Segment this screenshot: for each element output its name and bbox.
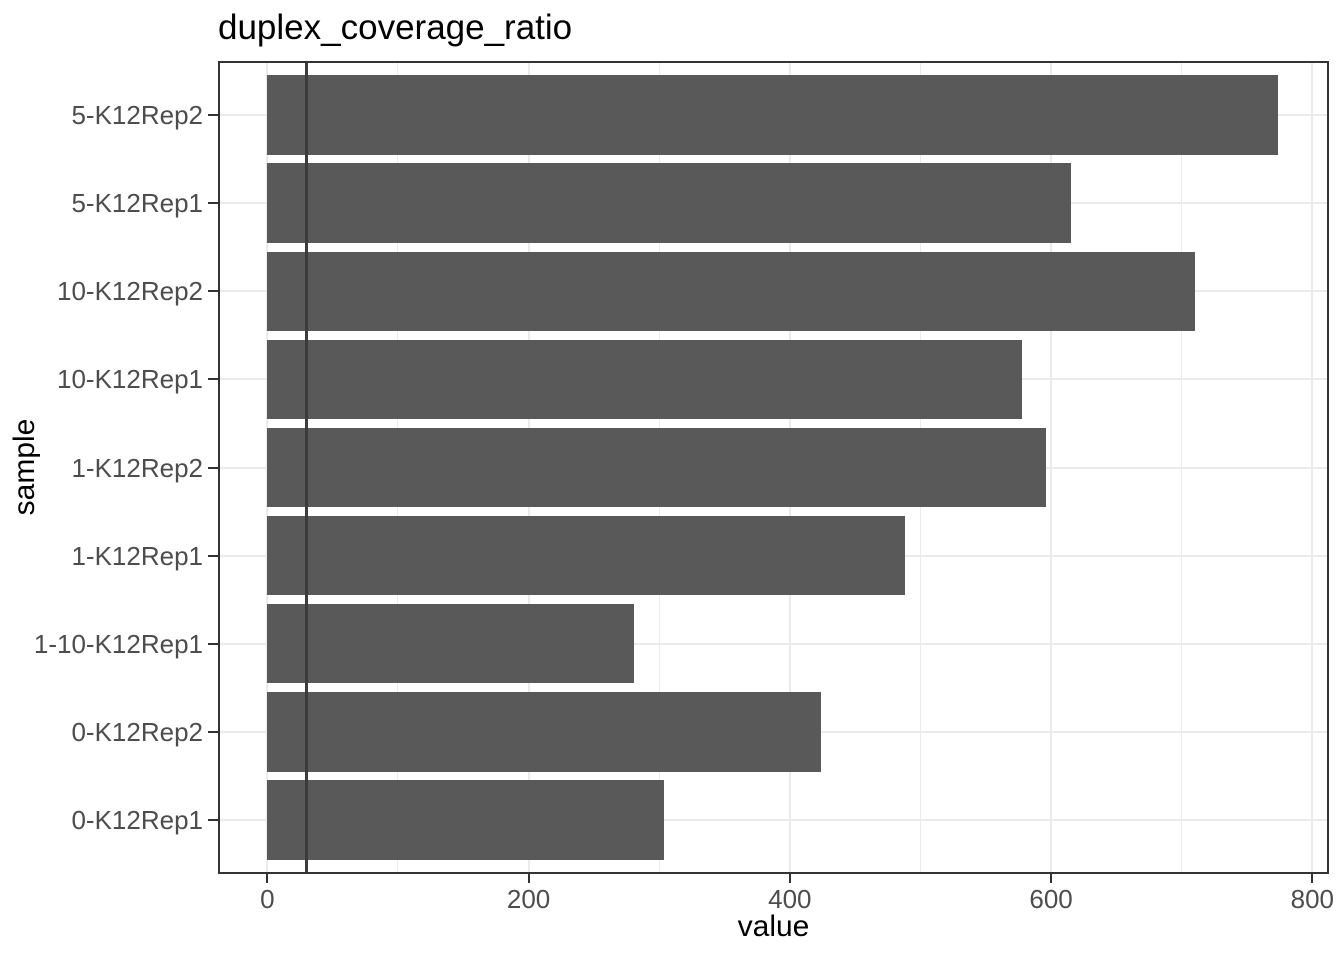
gridline-y-major — [219, 819, 1328, 822]
chart-title: duplex_coverage_ratio — [218, 8, 573, 47]
y-tick-mark — [208, 378, 219, 381]
x-tick-label: 800 — [1290, 884, 1334, 914]
x-tick-label: 600 — [1029, 884, 1073, 914]
x-tick-label: 0 — [260, 884, 275, 914]
y-tick-mark — [208, 819, 219, 822]
bar — [267, 515, 905, 596]
y-tick-mark — [208, 554, 219, 557]
y-tick-label: 10-K12Rep1 — [57, 364, 203, 395]
y-tick-label: 0-K12Rep1 — [71, 805, 203, 836]
y-tick-label: 5-K12Rep2 — [71, 99, 203, 130]
x-tick-mark — [1311, 873, 1314, 883]
bar — [267, 692, 822, 772]
x-tick-label: 400 — [768, 884, 812, 914]
plot-panel — [219, 62, 1328, 873]
y-tick-mark — [208, 730, 219, 733]
gridline-y-major — [219, 642, 1328, 645]
bar — [267, 339, 1023, 419]
x-tick-mark — [788, 873, 791, 883]
y-tick-label: 5-K12Rep1 — [71, 188, 203, 219]
y-tick-label: 1-K12Rep2 — [71, 452, 203, 483]
y-tick-label: 10-K12Rep2 — [57, 276, 203, 307]
y-tick-label: 0-K12Rep2 — [71, 716, 203, 747]
bar — [267, 427, 1046, 508]
y-tick-mark — [208, 642, 219, 645]
bar — [267, 780, 665, 860]
x-axis-title: value — [737, 910, 810, 943]
x-tick-mark — [266, 873, 269, 883]
bar — [267, 75, 1279, 155]
y-tick-mark — [208, 113, 219, 116]
y-tick-label: 1-10-K12Rep1 — [33, 628, 203, 659]
bar — [267, 251, 1195, 331]
y-tick-mark — [208, 290, 219, 293]
x-tick-mark — [1050, 873, 1053, 883]
bar — [267, 163, 1071, 243]
x-tick-label: 200 — [506, 884, 551, 914]
bar — [267, 604, 635, 684]
reference-line — [305, 62, 308, 873]
y-tick-mark — [208, 202, 219, 205]
y-tick-mark — [208, 466, 219, 469]
x-tick-mark — [527, 873, 530, 883]
y-tick-label: 1-K12Rep1 — [71, 540, 203, 571]
